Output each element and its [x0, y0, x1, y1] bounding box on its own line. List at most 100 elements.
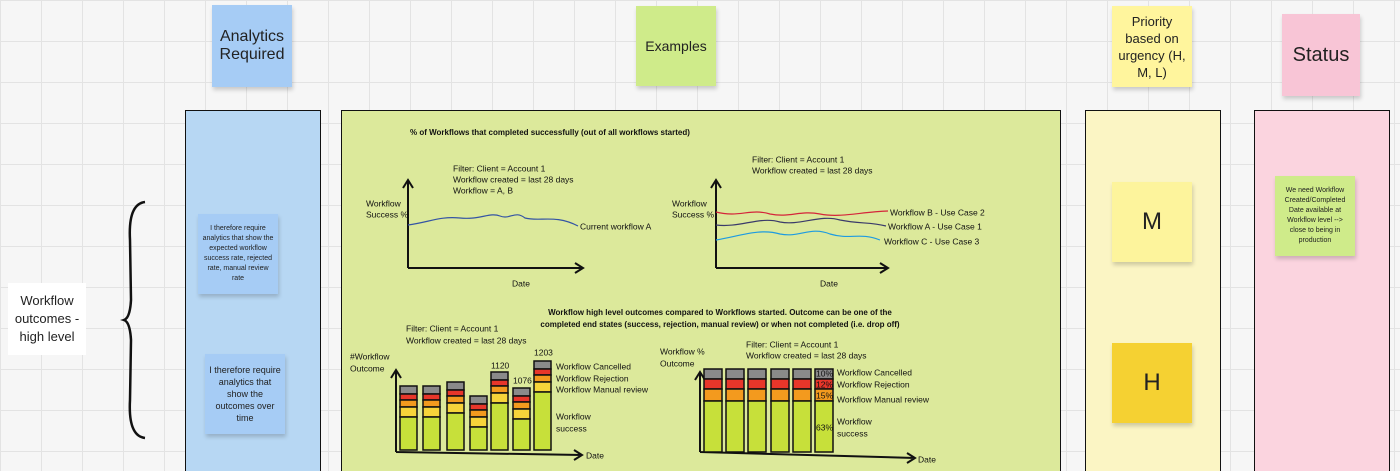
legend-label: Workflow: [556, 411, 592, 421]
axis-label: Success %: [672, 209, 714, 219]
filter-text: Workflow created = last 28 days: [746, 350, 867, 360]
bar-segment: [422, 406, 441, 418]
axis-label: Date: [586, 450, 604, 460]
bar-segment: [422, 385, 441, 395]
bar-segment: [422, 393, 441, 401]
legend-label: Workflow Cancelled: [556, 361, 631, 371]
priority-sticky: M: [1112, 182, 1192, 262]
bar-segment: [446, 402, 465, 414]
series-label: Current workflow A: [580, 221, 652, 231]
bar-segment: [533, 374, 552, 383]
bar-segment: [792, 400, 812, 453]
axis-label: Workflow: [366, 198, 402, 208]
bar-segment: [533, 381, 552, 393]
bar-segment: [446, 381, 465, 391]
bar-segment: [725, 400, 745, 453]
status-column: [1254, 110, 1390, 471]
filter-text: Filter: Client = Account 1: [453, 163, 546, 173]
bar-segment: [770, 388, 790, 402]
section-title: Workflow high level outcomes compared to…: [548, 308, 892, 317]
filter-text: Filter: Client = Account 1: [406, 323, 499, 333]
legend-label: Workflow Manual review: [837, 394, 930, 404]
bar-segment: [446, 395, 465, 404]
filter-text: Filter: Client = Account 1: [752, 154, 845, 164]
bar-segment: [814, 400, 834, 453]
axes: [390, 178, 917, 464]
header-sticky: Examples: [636, 6, 716, 86]
axis-label: #Workflow: [350, 351, 390, 361]
bar-segment: [490, 379, 509, 387]
bar-segment: [399, 399, 418, 408]
bar-segment: [747, 400, 767, 453]
series-label: Workflow B - Use Case 2: [890, 207, 985, 217]
bar-segment: [469, 416, 488, 428]
axis-label: Outcome: [350, 363, 385, 373]
legend-label: Workflow Manual review: [556, 384, 649, 394]
header-sticky: Status: [1282, 14, 1360, 96]
bar-segment: [747, 368, 767, 380]
filter-text: Workflow = A, B: [453, 185, 513, 195]
status-sticky: We need Workflow Created/Completed Date …: [1275, 176, 1355, 256]
axis-label: Outcome: [660, 358, 695, 368]
bar-segment: [770, 400, 790, 453]
bar-segment: [792, 368, 812, 380]
bar-segment: [770, 378, 790, 390]
legend-label: success: [837, 428, 868, 438]
bar-segment: [490, 371, 509, 381]
bar-segment: [703, 388, 723, 402]
bar-segment: [512, 418, 531, 451]
bar-segment: [399, 393, 418, 401]
legend-label: Workflow Rejection: [837, 379, 910, 389]
bar-segment: [512, 395, 531, 403]
sketch-lines: [407, 210, 889, 241]
axis-label: Workflow %: [660, 346, 705, 356]
bar-segment: [469, 409, 488, 418]
bar-segment: [512, 387, 531, 397]
bar-segment: [725, 388, 745, 402]
bar-segment: [703, 368, 723, 380]
axis-label: Date: [918, 454, 936, 464]
bar-label: 1120: [491, 360, 510, 370]
priority-sticky: H: [1112, 343, 1192, 423]
series-label: Workflow A - Use Case 1: [888, 221, 982, 231]
bar-segment: [422, 416, 441, 451]
percent-label: 12%: [816, 379, 833, 389]
bar-segment: [792, 388, 812, 402]
bar-segment: [770, 368, 790, 380]
analytics-sticky: I therefore require analytics that show …: [205, 354, 285, 434]
legend-label: Workflow Cancelled: [837, 367, 912, 377]
bar-segment: [399, 416, 418, 451]
bar-segment: [747, 378, 767, 390]
bar-segment: [725, 378, 745, 390]
bar-label: 1203: [534, 347, 553, 357]
filter-text: Workflow created = last 28 days: [752, 165, 873, 175]
axis-label: Date: [820, 278, 838, 288]
filter-text: Filter: Client = Account 1: [746, 339, 839, 349]
row-label: Workflow outcomes - high level: [8, 283, 86, 355]
header-sticky: Analytics Required: [212, 5, 292, 87]
legend-label: Workflow: [837, 416, 873, 426]
bar-segment: [422, 399, 441, 408]
filter-text: Workflow created = last 28 days: [406, 335, 527, 345]
bar-segment: [512, 401, 531, 410]
series-label: Workflow C - Use Case 3: [884, 236, 980, 246]
bar-segment: [399, 406, 418, 418]
bar-segment: [533, 360, 552, 370]
bar-segment: [469, 395, 488, 405]
section-title: completed end states (success, rejection…: [540, 320, 900, 329]
header-sticky: Priority based on urgency (H, M, L): [1112, 6, 1192, 87]
bar-segment: [446, 412, 465, 451]
bar-segment: [490, 385, 509, 394]
legend-label: Workflow Rejection: [556, 373, 629, 383]
bar-segment: [446, 389, 465, 397]
sketch-bars: [399, 360, 834, 453]
axis-label: Success %: [366, 209, 408, 219]
filter-text: Workflow created = last 28 days: [453, 174, 574, 184]
section-title: % of Workflows that completed successful…: [410, 128, 690, 137]
bar-segment: [490, 392, 509, 404]
axis-label: Workflow: [672, 198, 708, 208]
bar-segment: [703, 400, 723, 453]
bar-segment: [747, 388, 767, 402]
